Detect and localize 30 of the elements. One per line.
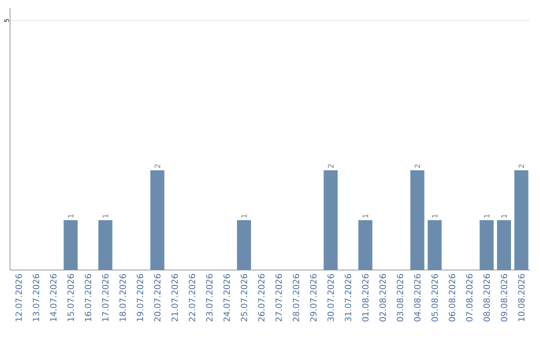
- x-tick-label: 07.08.2026: [466, 274, 473, 322]
- x-tick-label: 30.07.2026: [327, 274, 334, 322]
- x-tick-label: 02.08.2026: [379, 274, 386, 322]
- x-tick-label: 12.07.2026: [15, 274, 22, 322]
- x-tick-label: 26.07.2026: [258, 274, 265, 322]
- x-tick-label: 28.07.2026: [292, 274, 300, 322]
- x-tick-label: 13.07.2026: [32, 274, 40, 322]
- x-tick-label: 18.07.2026: [119, 274, 126, 322]
- x-tick-label: 24.07.2026: [223, 274, 230, 322]
- x-tick-label: 20.07.2026: [154, 274, 161, 322]
- x-tick-label: 16.07.2026: [84, 274, 92, 322]
- x-tick-label: 21.07.2026: [171, 274, 178, 322]
- x-tick-label: 15.07.2026: [67, 274, 74, 322]
- x-tick-label: 22.07.2026: [188, 274, 196, 322]
- x-tick-label: 23.07.2026: [206, 274, 213, 322]
- x-tick-label: 25.07.2026: [240, 274, 248, 322]
- x-tick-label: 17.07.2026: [102, 274, 109, 322]
- x-tick-label: 14.07.2026: [50, 274, 57, 322]
- x-tick-label: 09.08.2026: [500, 274, 508, 322]
- x-tick-label: 10.08.2026: [518, 274, 525, 322]
- x-tick-label: 05.08.2026: [431, 274, 438, 322]
- x-tick-label: 08.08.2026: [483, 274, 490, 322]
- x-tick-label: 27.07.2026: [275, 274, 282, 322]
- x-tick-label: 04.08.2026: [414, 274, 421, 322]
- x-tick-label: 01.08.2026: [362, 274, 369, 322]
- x-tick-label: 03.08.2026: [396, 274, 404, 322]
- x-tick-label: 31.07.2026: [344, 274, 352, 322]
- x-tick-label: 06.08.2026: [448, 274, 456, 322]
- x-tick-label: 19.07.2026: [136, 274, 144, 322]
- x-tick-label: 29.07.2026: [310, 274, 317, 322]
